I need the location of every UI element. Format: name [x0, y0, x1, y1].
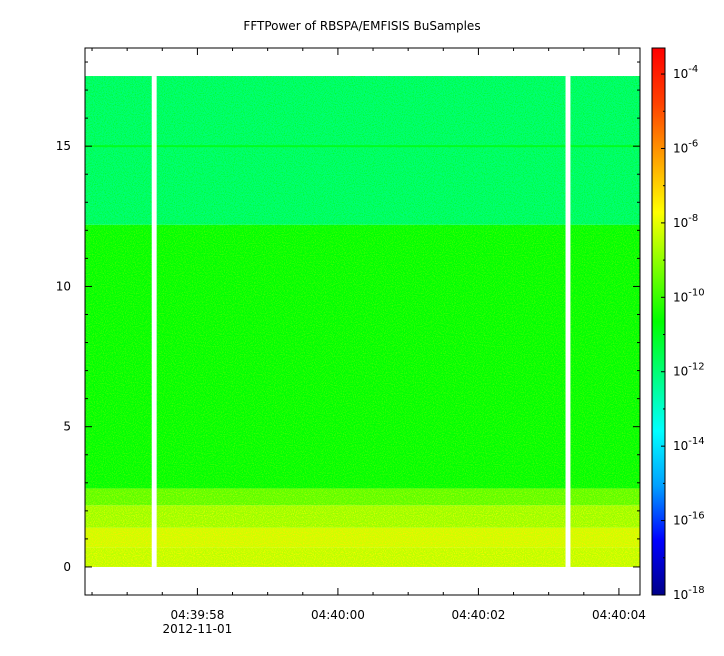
- colorbar-tick-label: 10-18: [673, 585, 705, 602]
- colorbar-tick-label: 10-4: [673, 64, 698, 81]
- spectral-line-0: [85, 145, 640, 148]
- colorbar-tick-label: 10-8: [673, 213, 698, 230]
- power-band-texture-2: [85, 505, 640, 528]
- data-gap-0: [151, 76, 157, 567]
- y-tick-label: 5: [63, 420, 71, 434]
- data-gap-1: [565, 76, 571, 567]
- power-band-texture-0: [85, 547, 640, 567]
- x-date-label: 2012-11-01: [163, 622, 233, 636]
- power-band-texture-5: [85, 76, 640, 225]
- colorbar-tick-label: 10-6: [673, 138, 698, 155]
- y-tick-label: 10: [56, 279, 71, 293]
- power-band-texture-3: [85, 488, 640, 506]
- plot-frame: [84, 47, 641, 596]
- colorbar-tick-label: 10-14: [673, 436, 705, 453]
- x-tick-label: 04:39:58: [170, 608, 224, 622]
- power-band-texture-1: [85, 527, 640, 548]
- x-tick-label: 04:40:02: [451, 608, 505, 622]
- colorbar-gradient: [651, 47, 666, 596]
- x-tick-label: 04:40:00: [311, 608, 365, 622]
- y-tick-label: 0: [63, 560, 71, 574]
- colorbar-tick-label: 10-12: [673, 362, 705, 379]
- colorbar-tick-label: 10-16: [673, 511, 705, 528]
- colorbar-tick-label: 10-10: [673, 287, 705, 304]
- spectrogram-plot: [85, 48, 640, 595]
- x-tick-label: 04:40:04: [592, 608, 646, 622]
- y-tick-label: 15: [56, 139, 71, 153]
- colorbar: 10-18 10-16 10-14 10-12 10-10 10-8 10-6 10-4: [651, 47, 705, 602]
- chart-title: FFTPower of RBSPA/EMFISIS BuSamples: [243, 19, 480, 33]
- power-band-texture-4: [85, 224, 640, 489]
